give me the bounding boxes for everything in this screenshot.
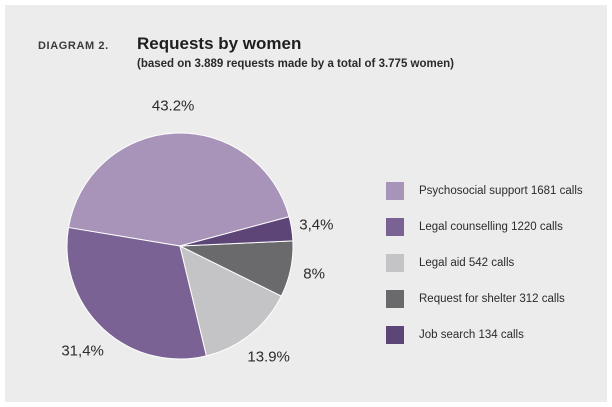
- legend-item: Legal aid 542 calls: [386, 254, 606, 272]
- legend-swatch: [386, 326, 404, 344]
- legend-item: Request for shelter 312 calls: [386, 290, 606, 308]
- legend-item: Legal counselling 1220 calls: [386, 218, 606, 236]
- pie-slice-psychosocial-support: [67, 132, 290, 247]
- slice-percent-label: 31,4%: [61, 342, 104, 360]
- legend-swatch: [386, 182, 404, 200]
- slice-percent-label: 8%: [303, 265, 325, 283]
- slice-percent-label: 43.2%: [151, 97, 195, 115]
- legend-item: Job search 134 calls: [386, 326, 606, 344]
- legend-label: Legal aid 542 calls: [419, 257, 515, 269]
- legend-label: Request for shelter 312 calls: [419, 293, 565, 305]
- slice-percent-label: 3,4%: [299, 216, 334, 234]
- legend-label: Psychosocial support 1681 calls: [419, 185, 583, 197]
- chart-subtitle: (based on 3.889 requests made by a total…: [137, 58, 454, 70]
- legend-swatch: [386, 218, 404, 236]
- legend-swatch: [386, 254, 404, 272]
- legend-item: Psychosocial support 1681 calls: [386, 182, 606, 200]
- pie-slice-job-search: [179, 216, 294, 247]
- slice-percent-label: 13.9%: [247, 348, 290, 366]
- chart-title: Requests by women: [137, 34, 302, 53]
- pie-slice-legal-aid: [179, 245, 282, 357]
- legend-swatch: [386, 290, 404, 308]
- legend-label: Legal counselling 1220 calls: [419, 221, 563, 233]
- legend-label: Job search 134 calls: [419, 329, 524, 341]
- pie-slice-legal-counselling: [66, 226, 208, 360]
- figure-label: DIAGRAM 2.: [38, 40, 109, 52]
